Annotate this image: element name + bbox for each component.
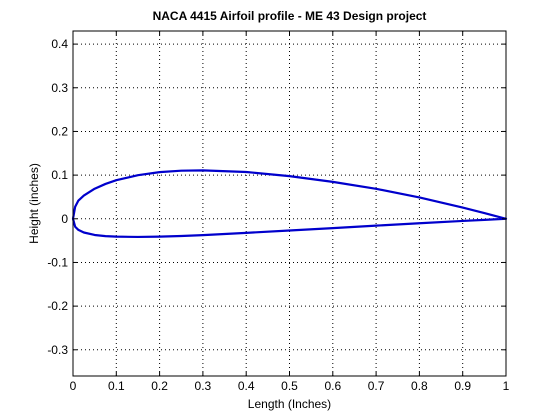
x-tick-label: 0.4 — [238, 379, 255, 393]
x-tick-label: 0.8 — [411, 379, 428, 393]
chart-title: NACA 4415 Airfoil profile - ME 43 Design… — [153, 9, 427, 23]
x-tick-label: 1 — [503, 379, 510, 393]
tick-marks — [72, 31, 507, 376]
x-tick-label: 0 — [70, 379, 77, 393]
y-axis-title: Height (inches) — [27, 163, 41, 244]
y-tick-label: 0.4 — [51, 37, 68, 51]
y-tick-label: 0.3 — [51, 81, 68, 95]
x-tick-label: 0.1 — [108, 379, 125, 393]
x-axis-title: Length (Inches) — [248, 397, 331, 411]
y-tick-label: -0.3 — [47, 343, 68, 357]
x-tick-label: 0.6 — [324, 379, 341, 393]
y-tick-label: -0.1 — [47, 255, 68, 269]
x-tick-label: 0.5 — [281, 379, 298, 393]
y-tick-label: 0.1 — [51, 168, 68, 182]
y-tick-label: 0 — [61, 212, 68, 226]
x-tick-label: 0.7 — [368, 379, 385, 393]
x-tick-label: 0.3 — [195, 379, 212, 393]
y-tick-label: 0.2 — [51, 124, 68, 138]
y-tick-label: -0.2 — [47, 299, 68, 313]
x-tick-label: 0.2 — [151, 379, 168, 393]
x-tick-label: 0.9 — [454, 379, 471, 393]
